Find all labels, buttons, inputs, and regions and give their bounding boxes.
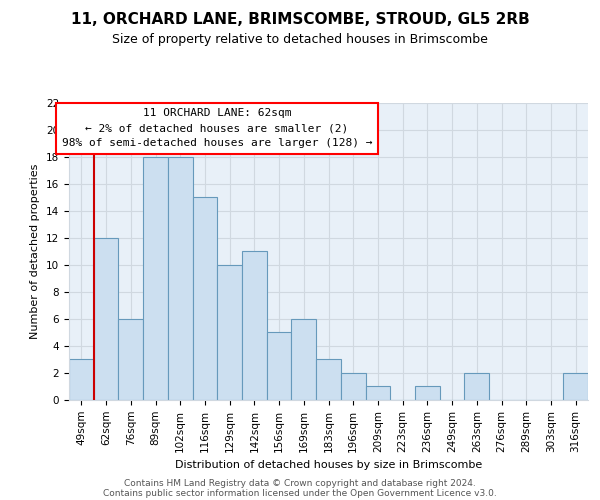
Bar [316, 360, 341, 400]
Y-axis label: Number of detached properties: Number of detached properties [31, 164, 40, 339]
Bar [242, 252, 267, 400]
Bar [267, 332, 292, 400]
Bar [69, 360, 94, 400]
Bar [464, 373, 489, 400]
Bar [292, 319, 316, 400]
Text: 11, ORCHARD LANE, BRIMSCOMBE, STROUD, GL5 2RB: 11, ORCHARD LANE, BRIMSCOMBE, STROUD, GL… [71, 12, 529, 28]
Text: Contains public sector information licensed under the Open Government Licence v3: Contains public sector information licen… [103, 488, 497, 498]
Bar [563, 373, 588, 400]
Bar [365, 386, 390, 400]
Bar [168, 156, 193, 400]
Bar [341, 373, 365, 400]
Text: Size of property relative to detached houses in Brimscombe: Size of property relative to detached ho… [112, 32, 488, 46]
Bar [118, 319, 143, 400]
Text: Contains HM Land Registry data © Crown copyright and database right 2024.: Contains HM Land Registry data © Crown c… [124, 478, 476, 488]
Bar [143, 156, 168, 400]
Bar [193, 197, 217, 400]
Bar [94, 238, 118, 400]
Text: 11 ORCHARD LANE: 62sqm
← 2% of detached houses are smaller (2)
98% of semi-detac: 11 ORCHARD LANE: 62sqm ← 2% of detached … [62, 108, 372, 148]
Bar [415, 386, 440, 400]
X-axis label: Distribution of detached houses by size in Brimscombe: Distribution of detached houses by size … [175, 460, 482, 470]
Bar [217, 265, 242, 400]
